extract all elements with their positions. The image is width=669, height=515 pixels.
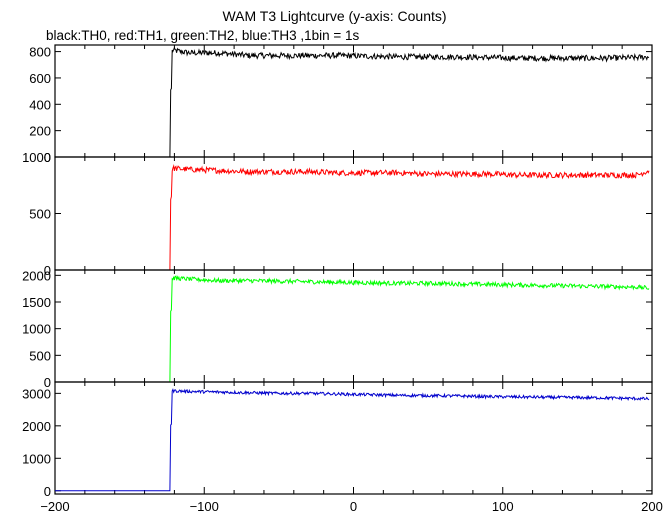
panel-frame-TH2 [54, 269, 653, 383]
series-line-TH2 [55, 275, 650, 383]
panel-frame-TH0 [54, 44, 653, 158]
y-tick-label: 500 [29, 348, 51, 363]
y-tick-label: 2000 [22, 419, 51, 434]
chart-title: WAM T3 Lightcurve (y-axis: Counts) [222, 8, 447, 24]
x-tick-label: 100 [492, 499, 514, 514]
y-tick-label: 1500 [22, 295, 51, 310]
y-tick-label: 0 [44, 484, 51, 499]
y-tick-label: 200 [29, 124, 51, 139]
y-tick-label: 600 [29, 71, 51, 86]
y-tick-label: 500 [29, 207, 51, 222]
series-line-TH0 [55, 46, 650, 158]
y-tick-label: 0 [44, 375, 51, 390]
panel-frame-TH3 [54, 381, 653, 495]
y-tick-label: 0 [44, 150, 51, 165]
series-line-TH3 [55, 388, 650, 492]
x-tick-label: 200 [641, 499, 663, 514]
y-tick-label: 0 [44, 263, 51, 278]
chart-subtitle: black:TH0, red:TH1, green:TH2, blue:TH3 … [46, 28, 360, 43]
y-tick-label: 2000 [22, 268, 51, 283]
y-tick-label: 1000 [22, 150, 51, 165]
y-tick-label: 800 [29, 45, 51, 60]
x-tick-label: −200 [40, 499, 69, 514]
y-tick-label: 1000 [22, 322, 51, 337]
y-tick-label: 400 [29, 97, 51, 112]
y-tick-label: 1000 [22, 451, 51, 466]
y-tick-label: 3000 [22, 386, 51, 401]
x-tick-label: 0 [350, 499, 357, 514]
x-tick-label: −100 [190, 499, 219, 514]
series-line-TH1 [55, 164, 650, 271]
